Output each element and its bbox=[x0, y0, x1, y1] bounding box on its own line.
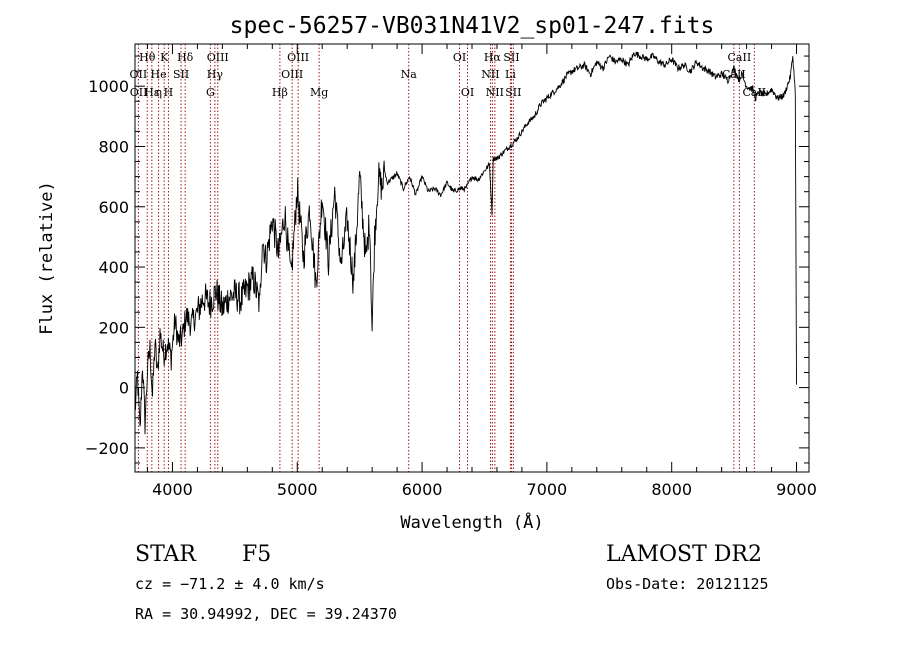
y-tick-label: 600 bbox=[98, 198, 129, 217]
y-tick-label: 1000 bbox=[88, 77, 129, 96]
line-label: Li bbox=[505, 68, 516, 81]
radec-text: RA = 30.94992, DEC = 39.24370 bbox=[135, 605, 397, 623]
line-label: SII bbox=[505, 86, 521, 99]
line-label: Hα bbox=[484, 51, 502, 64]
y-axis-ticks: −200 0 200 400 600 800 1000 bbox=[85, 55, 809, 464]
obs-date-text: Obs-Date: 20121125 bbox=[606, 575, 769, 593]
line-label: H bbox=[164, 86, 174, 99]
spectral-line-markers bbox=[137, 44, 755, 472]
line-label: OI bbox=[461, 86, 474, 99]
spectrum-line bbox=[134, 51, 797, 435]
line-label: K bbox=[160, 51, 169, 64]
line-label: Hε bbox=[144, 86, 160, 99]
line-label: Hδ bbox=[177, 51, 194, 64]
line-label: OIII bbox=[281, 68, 303, 81]
line-label: Hγ bbox=[207, 68, 224, 81]
plot-frame bbox=[134, 43, 810, 473]
x-axis-label: Wavelength (Å) bbox=[400, 511, 543, 533]
y-tick-label: 200 bbox=[98, 318, 129, 337]
line-label: OII bbox=[130, 86, 148, 99]
line-label: η bbox=[155, 86, 162, 99]
chart-title: spec-56257-VB031N41V2_sp01-247.fits bbox=[230, 13, 715, 39]
x-axis-ticks: 4000 5000 6000 7000 8000 9000 bbox=[146, 44, 817, 499]
line-label: OIII bbox=[287, 51, 309, 64]
line-label: Hβ bbox=[272, 86, 288, 99]
redshift-text: cz = −71.2 ± 4.0 km/s bbox=[135, 575, 325, 593]
x-tick-label: 7000 bbox=[527, 480, 568, 499]
x-tick-label: 4000 bbox=[152, 480, 193, 499]
y-tick-label: 400 bbox=[98, 258, 129, 277]
x-tick-label: 5000 bbox=[277, 480, 318, 499]
x-tick-label: 6000 bbox=[402, 480, 443, 499]
line-label: SII bbox=[173, 68, 189, 81]
line-label: Hθ bbox=[139, 51, 156, 64]
y-tick-label: 0 bbox=[119, 379, 129, 398]
spectrum-series bbox=[134, 51, 797, 435]
line-label: Mg bbox=[310, 86, 328, 99]
line-label: Na bbox=[401, 68, 418, 81]
line-label: OII bbox=[130, 68, 148, 81]
y-axis-label: Flux (relative) bbox=[37, 181, 57, 335]
line-label: G bbox=[206, 86, 215, 99]
object-subclass: F5 bbox=[242, 542, 271, 567]
line-label: SII bbox=[503, 51, 519, 64]
y-tick-label: 800 bbox=[98, 137, 129, 156]
line-label: CaII bbox=[728, 51, 752, 64]
line-label: OI bbox=[453, 51, 466, 64]
line-label: NII bbox=[486, 86, 504, 99]
y-tick-label: −200 bbox=[85, 439, 129, 458]
line-label: OIII bbox=[207, 51, 229, 64]
x-tick-label: 9000 bbox=[776, 480, 817, 499]
survey-name: LAMOST DR2 bbox=[606, 542, 762, 567]
line-label: NII bbox=[481, 68, 499, 81]
line-label: He bbox=[151, 68, 167, 81]
x-tick-label: 8000 bbox=[651, 480, 692, 499]
object-class: STAR bbox=[135, 542, 197, 567]
